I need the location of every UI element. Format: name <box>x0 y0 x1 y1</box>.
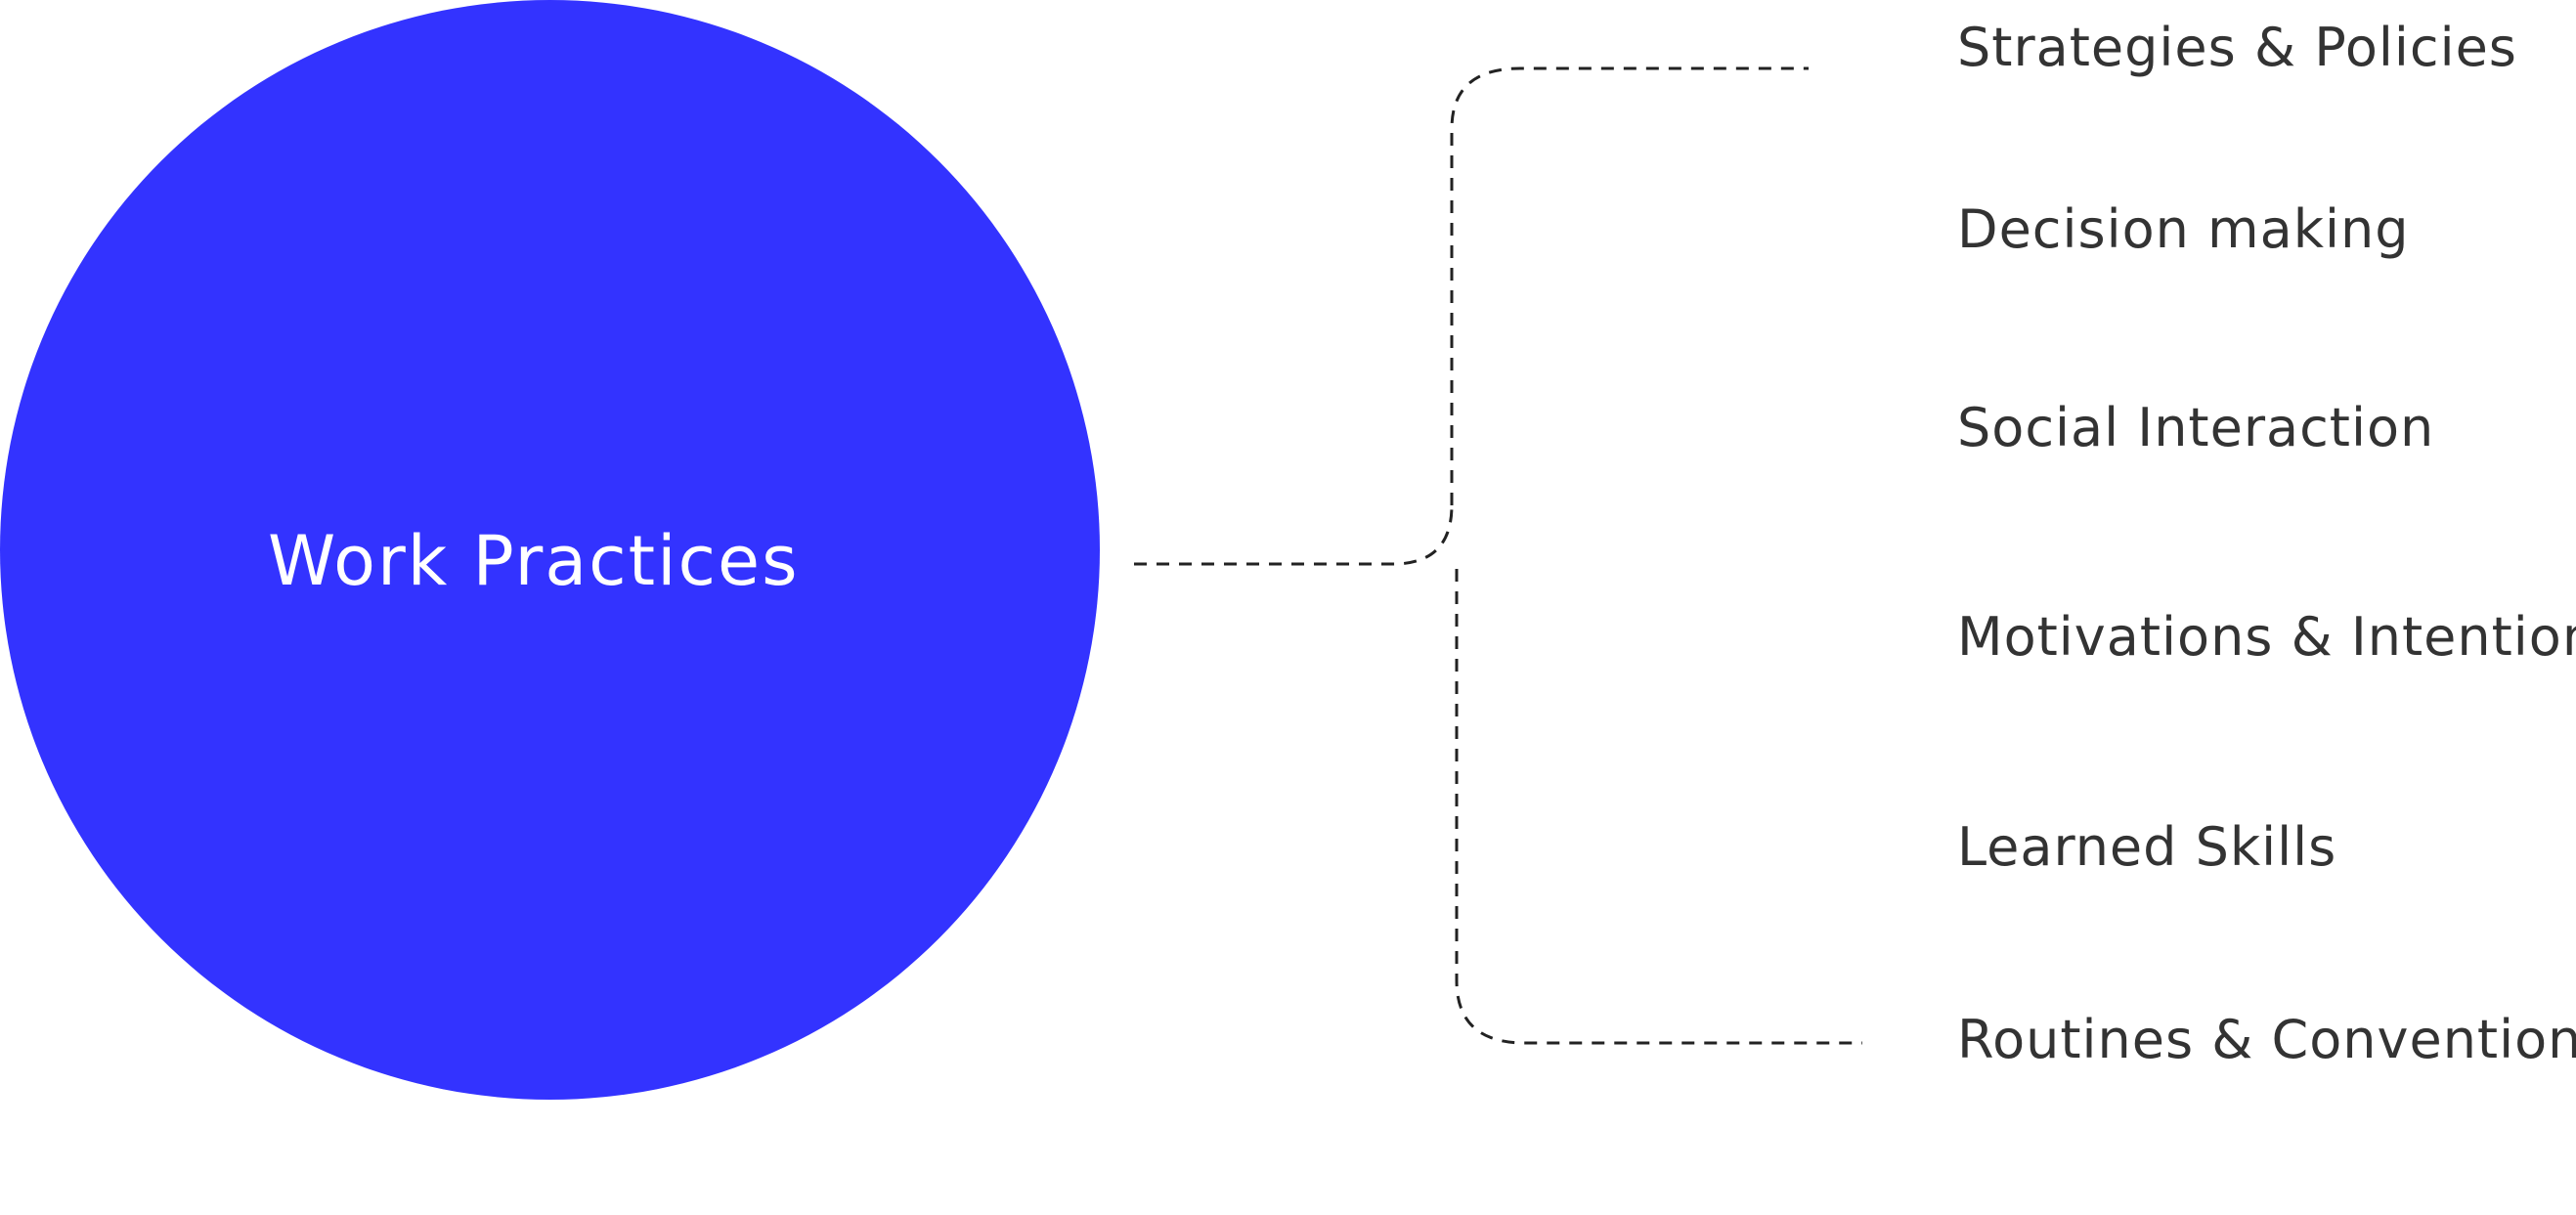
item-decision-making: Decision making <box>1957 198 2410 260</box>
connector-horizontal-line <box>1134 504 1454 566</box>
item-social-interaction: Social Interaction <box>1957 397 2435 458</box>
work-practices-circle <box>0 0 1100 1100</box>
item-strategies-policies: Strategies & Policies <box>1957 17 2517 78</box>
bracket-upper-arm <box>1450 66 1809 505</box>
item-motivations-intentions: Motivations & Intentions <box>1957 606 2576 668</box>
item-routines-conventions: Routines & Conventions <box>1957 1009 2576 1070</box>
item-learned-skills: Learned Skills <box>1957 816 2337 878</box>
bracket-lower-arm <box>1455 569 1862 1045</box>
center-label: Work Practices <box>268 521 800 601</box>
